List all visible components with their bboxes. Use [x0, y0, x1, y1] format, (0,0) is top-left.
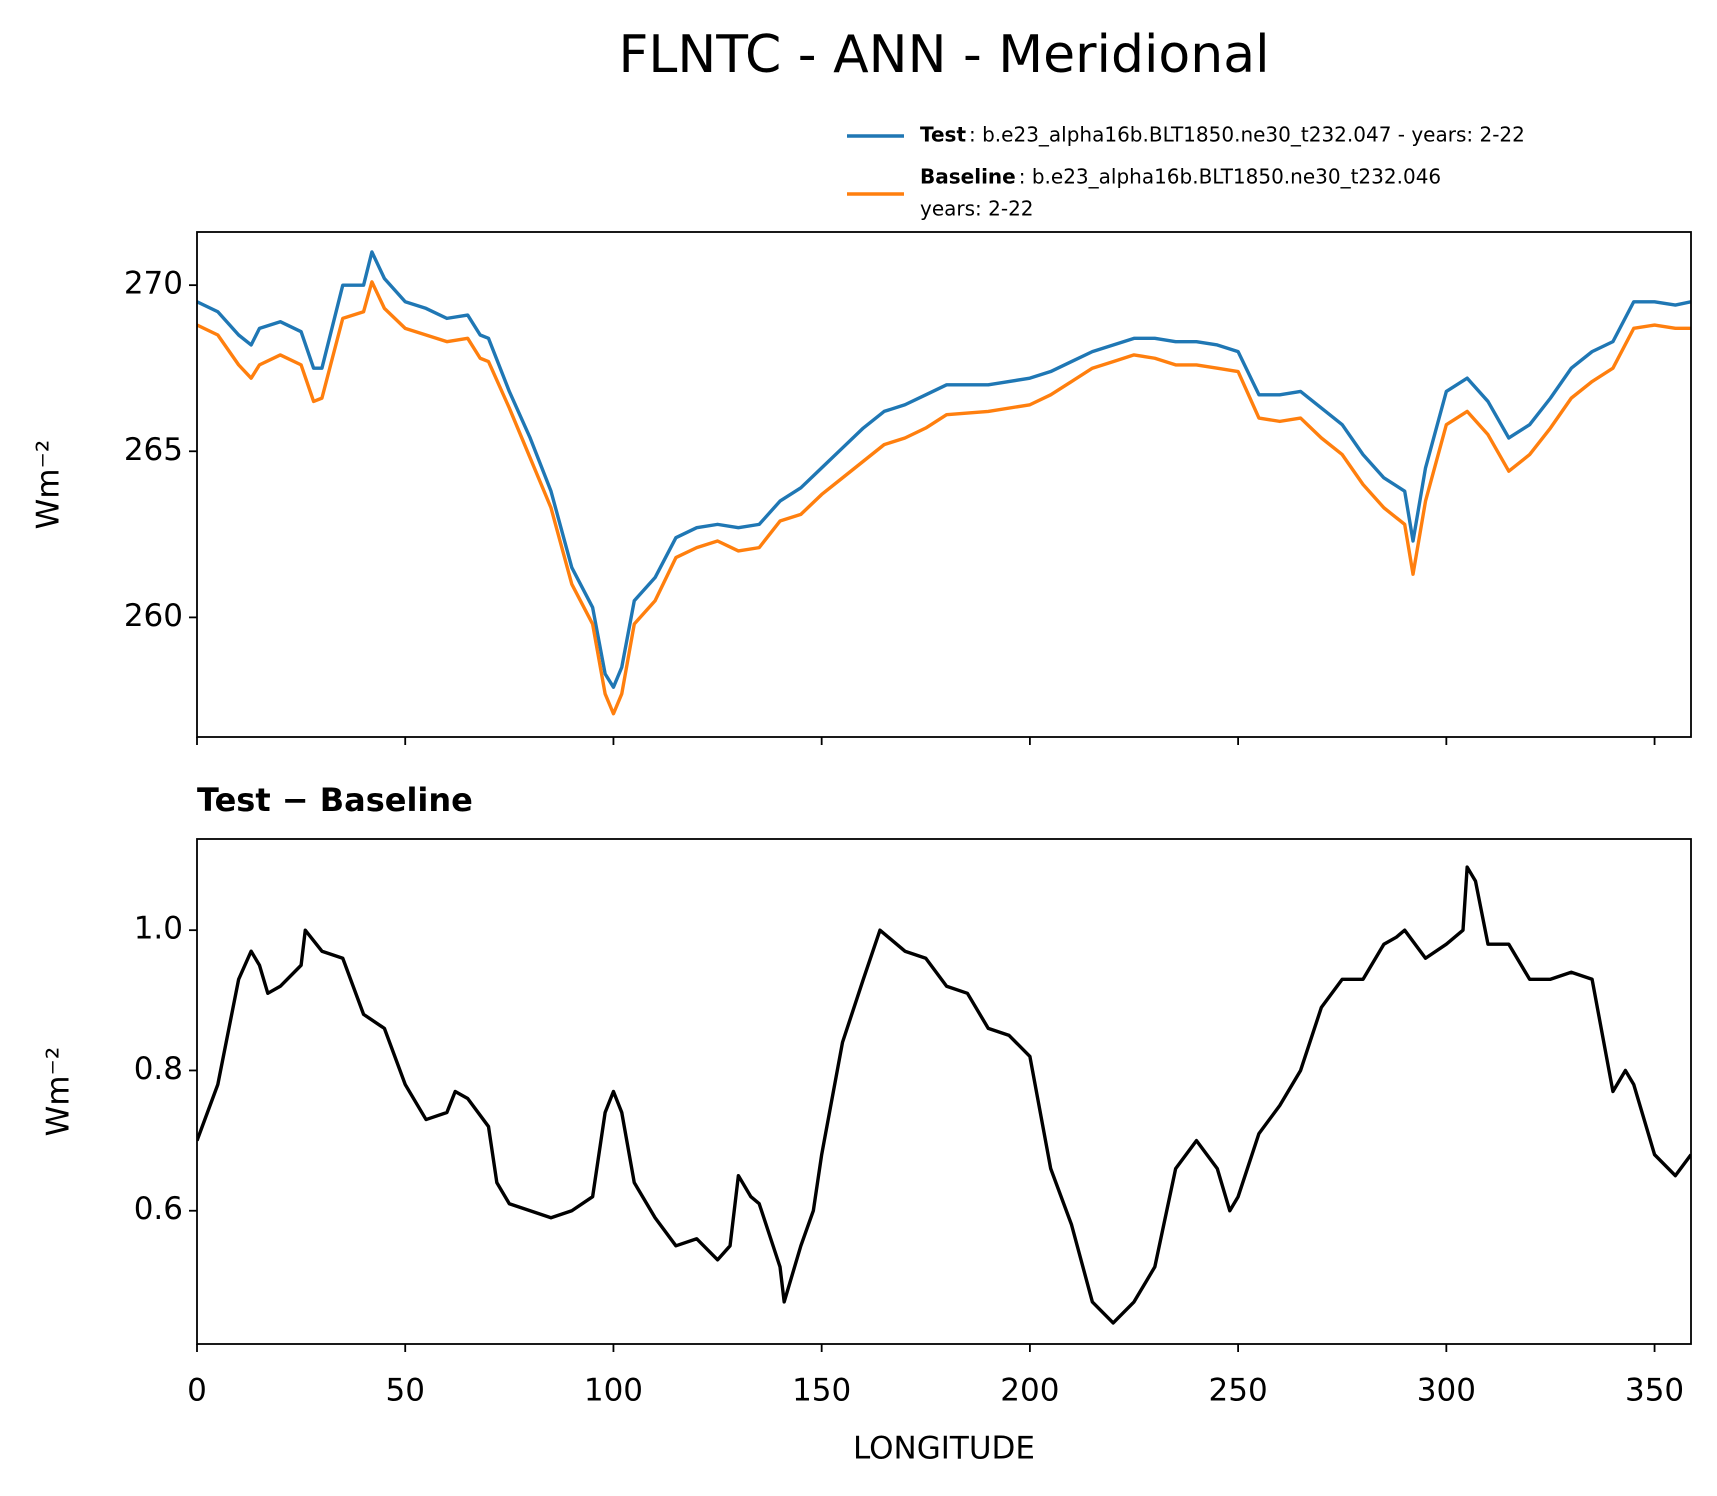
figure-title: FLNTC - ANN - Meridional — [618, 25, 1269, 85]
x-tick-label: 200 — [1000, 1373, 1059, 1409]
x-tick-label: 50 — [385, 1373, 424, 1409]
y-tick-label: 0.8 — [134, 1051, 183, 1087]
x-tick-label: 150 — [792, 1373, 851, 1409]
legend-description: years: 2-22 — [920, 197, 1034, 221]
y-tick-label: 260 — [124, 598, 183, 634]
axes-frame — [196, 231, 1692, 738]
legend-description: : b.e23_alpha16b.BLT1850.ne30_t232.047 -… — [969, 123, 1525, 147]
y-tick-label: 265 — [124, 432, 183, 468]
x-tick-label: 300 — [1417, 1373, 1476, 1409]
y-axis-label: Wm⁻² — [41, 1047, 77, 1137]
x-tick-label: 350 — [1625, 1373, 1684, 1409]
subplot-title: Test − Baseline — [197, 781, 473, 819]
legend-name: Baseline — [920, 165, 1016, 189]
legend-description: : b.e23_alpha16b.BLT1850.ne30_t232.046 — [1019, 165, 1441, 189]
x-tick-label: 100 — [584, 1373, 643, 1409]
x-tick-label: 0 — [187, 1373, 207, 1409]
y-tick-label: 1.0 — [134, 911, 183, 947]
data-line — [197, 250, 1691, 689]
y-axis-label: Wm⁻² — [31, 440, 67, 530]
data-line — [197, 280, 1691, 716]
legend-name: Test — [920, 123, 966, 147]
x-axis-label: LONGITUDE — [853, 1431, 1035, 1467]
data-line — [197, 865, 1691, 1325]
y-tick-label: 270 — [124, 266, 183, 302]
axes-frame — [196, 838, 1692, 1345]
y-tick-label: 0.6 — [134, 1191, 183, 1227]
x-tick-label: 250 — [1209, 1373, 1268, 1409]
